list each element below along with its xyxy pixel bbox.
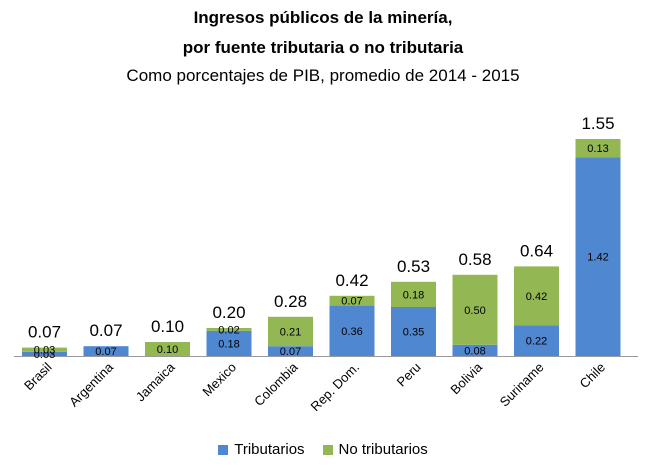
- legend-swatch-tributarios: [218, 444, 229, 455]
- data-label-tributarios-rep-dom: 0.36: [341, 326, 362, 338]
- bar-no-tributarios-bolivia: [452, 274, 498, 345]
- legend-item-no-tributarios: No tributarios: [322, 441, 428, 458]
- x-tick-label-brasil: Brasil: [21, 359, 55, 393]
- bar-tributarios-peru: [391, 307, 436, 356]
- total-label-suriname: 0.64: [520, 241, 553, 260]
- total-label-chile: 1.55: [581, 114, 614, 133]
- data-label-tributarios-suriname: 0.22: [526, 336, 547, 348]
- total-label-peru: 0.53: [397, 257, 430, 276]
- x-tick-label-chile: Chile: [577, 360, 609, 392]
- data-label-tributarios-bolivia: 0.08: [464, 345, 485, 357]
- bar-no-tributarios-brasil: [22, 347, 67, 352]
- data-label-tributarios-chile: 1.42: [587, 252, 608, 264]
- data-label-no-tributarios-rep-dom: 0.07: [341, 296, 362, 308]
- bar-tributarios-brasil: [22, 351, 67, 356]
- data-label-tributarios-peru: 0.35: [403, 327, 424, 339]
- bar-tributarios-mexico: [206, 330, 252, 356]
- bar-tributarios-bolivia: [452, 344, 498, 356]
- x-tick-label-mexico: Mexico: [199, 360, 239, 400]
- bar-no-tributarios-colombia: [268, 316, 313, 347]
- total-label-argentina: 0.07: [89, 321, 122, 340]
- x-tick-label-colombia: Colombia: [251, 359, 301, 409]
- data-label-no-tributarios-jamaica: 0.10: [157, 344, 178, 356]
- legend-label-tributarios: Tributarios: [234, 441, 305, 458]
- total-label-brasil: 0.07: [28, 323, 61, 342]
- data-label-tributarios-argentina: 0.07: [95, 346, 116, 358]
- legend-swatch-no-tributarios: [322, 444, 333, 455]
- bar-no-tributarios-suriname: [514, 266, 559, 326]
- bar-no-tributarios-rep-dom: [329, 295, 375, 306]
- x-tick-label-bolivia: Bolivia: [447, 359, 485, 397]
- legend-item-tributarios: Tributarios: [218, 441, 305, 458]
- bar-no-tributarios-jamaica: [145, 342, 190, 356]
- chart-title-line2: por fuente tributaria o no tributaria: [182, 38, 464, 57]
- x-tick-label-suriname: Suriname: [497, 360, 547, 410]
- x-tick-label-argentina: Argentina: [66, 359, 117, 410]
- bar-tributarios-suriname: [514, 325, 559, 356]
- total-label-bolivia: 0.58: [458, 250, 491, 269]
- data-label-no-tributarios-colombia: 0.21: [280, 327, 301, 339]
- data-label-tributarios-mexico: 0.18: [218, 338, 239, 350]
- total-label-mexico: 0.20: [212, 303, 245, 322]
- data-label-no-tributarios-peru: 0.18: [403, 289, 424, 301]
- data-label-tributarios-brasil: 0.03: [34, 349, 55, 361]
- total-label-jamaica: 0.10: [151, 317, 184, 336]
- bar-tributarios-argentina: [83, 346, 129, 356]
- bar-no-tributarios-peru: [391, 281, 436, 307]
- data-label-no-tributarios-brasil: 0.03: [34, 345, 55, 357]
- x-tick-label-jamaica: Jamaica: [133, 359, 178, 404]
- x-tick-label-peru: Peru: [394, 360, 424, 390]
- x-tick-label-rep-dom: Rep. Dom.: [308, 360, 363, 415]
- bar-no-tributarios-mexico: [206, 328, 252, 331]
- data-label-no-tributarios-suriname: 0.42: [526, 291, 547, 303]
- total-label-colombia: 0.28: [274, 292, 307, 311]
- data-label-no-tributarios-chile: 0.13: [587, 143, 608, 155]
- legend: Tributarios No tributarios: [0, 441, 646, 458]
- legend-label-no-tributarios: No tributarios: [338, 441, 428, 458]
- bar-tributarios-chile: [575, 157, 621, 356]
- bar-no-tributarios-chile: [575, 139, 621, 158]
- total-label-rep-dom: 0.42: [335, 271, 368, 290]
- chart-title: Ingresos públicos de la minería,: [193, 8, 453, 27]
- bar-tributarios-rep-dom: [329, 305, 375, 356]
- data-label-no-tributarios-mexico: 0.02: [218, 324, 239, 336]
- bar-tributarios-colombia: [268, 346, 313, 356]
- chart-subtitle: Como porcentajes de PIB, promedio de 201…: [126, 66, 520, 85]
- data-label-tributarios-colombia: 0.07: [280, 346, 301, 358]
- data-label-no-tributarios-bolivia: 0.50: [464, 305, 485, 317]
